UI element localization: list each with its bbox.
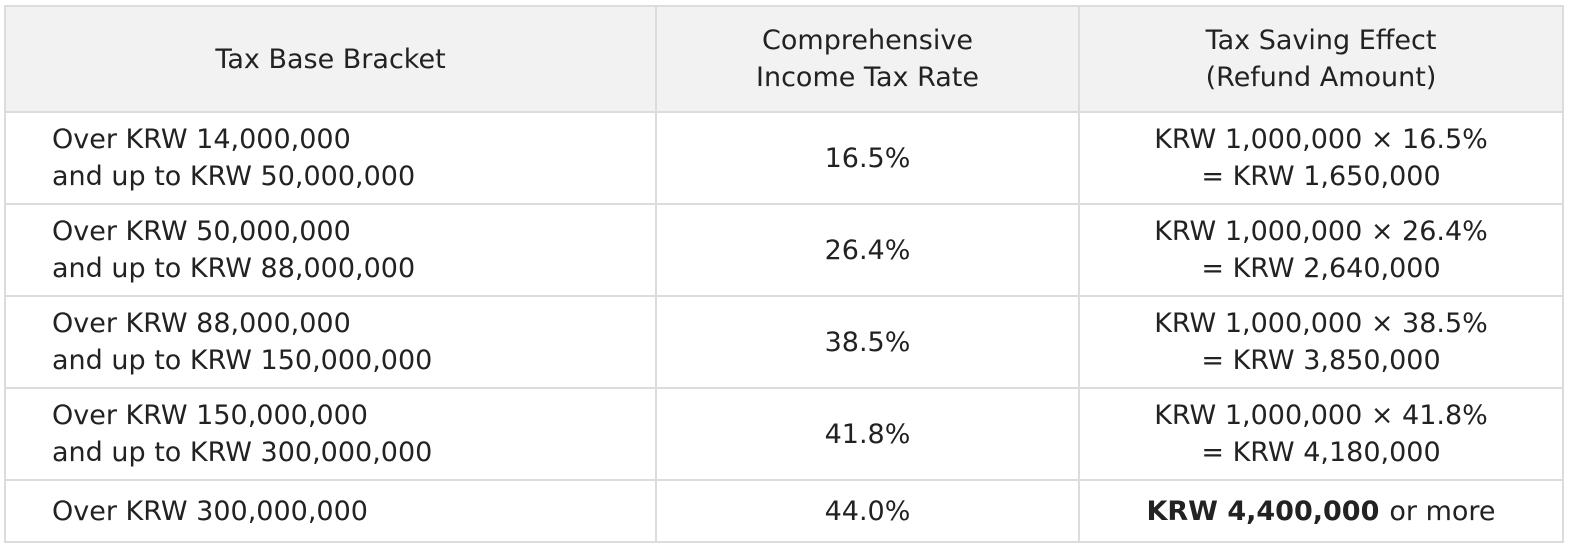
cell-line: = KRW 2,640,000 <box>1201 253 1441 284</box>
cell-suffix: or more <box>1389 495 1496 527</box>
bold-amount: KRW 4,400,000 <box>1146 495 1380 527</box>
table-row: Over KRW 50,000,000 and up to KRW 88,000,… <box>4 203 1564 297</box>
tax-table: Tax Base Bracket Comprehensive Income Tax … <box>4 5 1564 543</box>
cell-line: KRW 1,000,000 × 26.4% <box>1154 216 1488 247</box>
cell-line: 44.0% <box>824 495 911 527</box>
table-row: Over KRW 88,000,000 and up to KRW 150,000… <box>4 295 1564 389</box>
cell-line: and up to KRW 300,000,000 <box>52 437 433 468</box>
table-cell: 41.8% <box>655 387 1080 481</box>
table-row: Over KRW 14,000,000 and up to KRW 50,000,… <box>4 111 1564 205</box>
header-cell: Tax Saving Effect (Refund Amount) <box>1078 5 1564 113</box>
table-cell: 44.0% <box>655 479 1080 543</box>
cell-line: and up to KRW 50,000,000 <box>52 161 416 192</box>
table-cell: KRW 1,000,000 × 26.4% = KRW 2,640,000 <box>1078 203 1564 297</box>
table-row: Over KRW 150,000,000 and up to KRW 300,00… <box>4 387 1564 481</box>
table-cell: Over KRW 50,000,000 and up to KRW 88,000,… <box>4 203 657 297</box>
cell-line: Comprehensive <box>762 25 973 56</box>
cell-line: 26.4% <box>824 234 911 266</box>
cell-line: Tax Saving Effect <box>1205 25 1437 56</box>
cell-line: Over KRW 50,000,000 <box>52 216 351 247</box>
cell-line: 41.8% <box>824 418 911 450</box>
cell-line: Over KRW 88,000,000 <box>52 308 351 339</box>
table-cell: Over KRW 150,000,000 and up to KRW 300,00… <box>4 387 657 481</box>
cell-line: KRW 4,400,000 or more <box>1080 493 1562 530</box>
cell-line: (Refund Amount) <box>1205 62 1437 93</box>
table-body: Over KRW 14,000,000 and up to KRW 50,000,… <box>4 111 1564 543</box>
header-cell: Tax Base Bracket <box>4 5 657 113</box>
cell-line: and up to KRW 88,000,000 <box>52 253 416 284</box>
table-cell: KRW 1,000,000 × 38.5% = KRW 3,850,000 <box>1078 295 1564 389</box>
cell-line: KRW 1,000,000 × 41.8% <box>1154 400 1488 431</box>
table-cell: 16.5% <box>655 111 1080 205</box>
table-cell: KRW 4,400,000 or more <box>1078 479 1564 543</box>
cell-line: = KRW 1,650,000 <box>1201 161 1441 192</box>
cell-line: KRW 1,000,000 × 16.5% <box>1154 124 1488 155</box>
table-row: Over KRW 300,000,000 44.0% KRW 4,400,000 or… <box>4 479 1564 543</box>
cell-line: = KRW 4,180,000 <box>1201 437 1441 468</box>
cell-line: 16.5% <box>824 142 911 174</box>
header-cell: Comprehensive Income Tax Rate <box>655 5 1080 113</box>
table-header: Tax Base Bracket Comprehensive Income Tax … <box>4 5 1564 113</box>
cell-line: Tax Base Bracket <box>215 43 446 75</box>
table-cell: 26.4% <box>655 203 1080 297</box>
table-cell: 38.5% <box>655 295 1080 389</box>
cell-line: Income Tax Rate <box>756 62 979 93</box>
cell-line: and up to KRW 150,000,000 <box>52 345 433 376</box>
header-row: Tax Base Bracket Comprehensive Income Tax … <box>4 5 1564 113</box>
cell-line: Over KRW 300,000,000 <box>52 495 368 527</box>
table-cell: Over KRW 14,000,000 and up to KRW 50,000,… <box>4 111 657 205</box>
table-cell: Over KRW 300,000,000 <box>4 479 657 543</box>
cell-line: Over KRW 14,000,000 <box>52 124 351 155</box>
cell-line: = KRW 3,850,000 <box>1201 345 1441 376</box>
table-cell: Over KRW 88,000,000 and up to KRW 150,000… <box>4 295 657 389</box>
table-cell: KRW 1,000,000 × 16.5% = KRW 1,650,000 <box>1078 111 1564 205</box>
table-cell: KRW 1,000,000 × 41.8% = KRW 4,180,000 <box>1078 387 1564 481</box>
cell-line: KRW 1,000,000 × 38.5% <box>1154 308 1488 339</box>
cell-line: 38.5% <box>824 326 911 358</box>
cell-line: Over KRW 150,000,000 <box>52 400 368 431</box>
